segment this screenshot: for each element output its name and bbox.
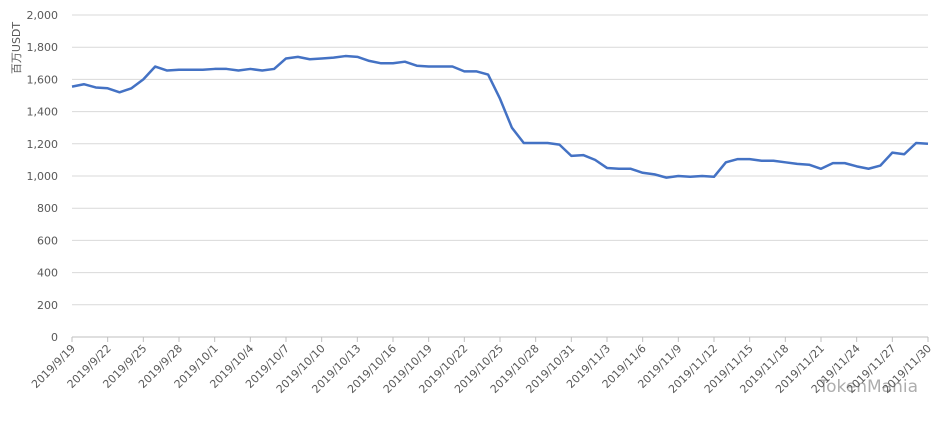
y-tick-label: 1,600 — [27, 73, 59, 86]
data-line — [71, 54, 929, 179]
y-axis-label: 百万USDT — [10, 22, 23, 75]
y-tick-label: 400 — [37, 267, 58, 280]
y-tick-label: 1,200 — [27, 138, 59, 151]
y-tick-label: 1,800 — [27, 41, 59, 54]
y-tick-label: 200 — [37, 299, 58, 312]
y-tick-label: 800 — [37, 202, 58, 215]
y-tick-label: 2,000 — [27, 9, 59, 22]
y-tick-label: 1,000 — [27, 170, 59, 183]
y-tick-label: 600 — [37, 234, 58, 247]
y-tick-label: 1,400 — [27, 106, 59, 119]
watermark: TokenMania — [818, 377, 918, 397]
y-tick-label: 0 — [51, 331, 58, 344]
